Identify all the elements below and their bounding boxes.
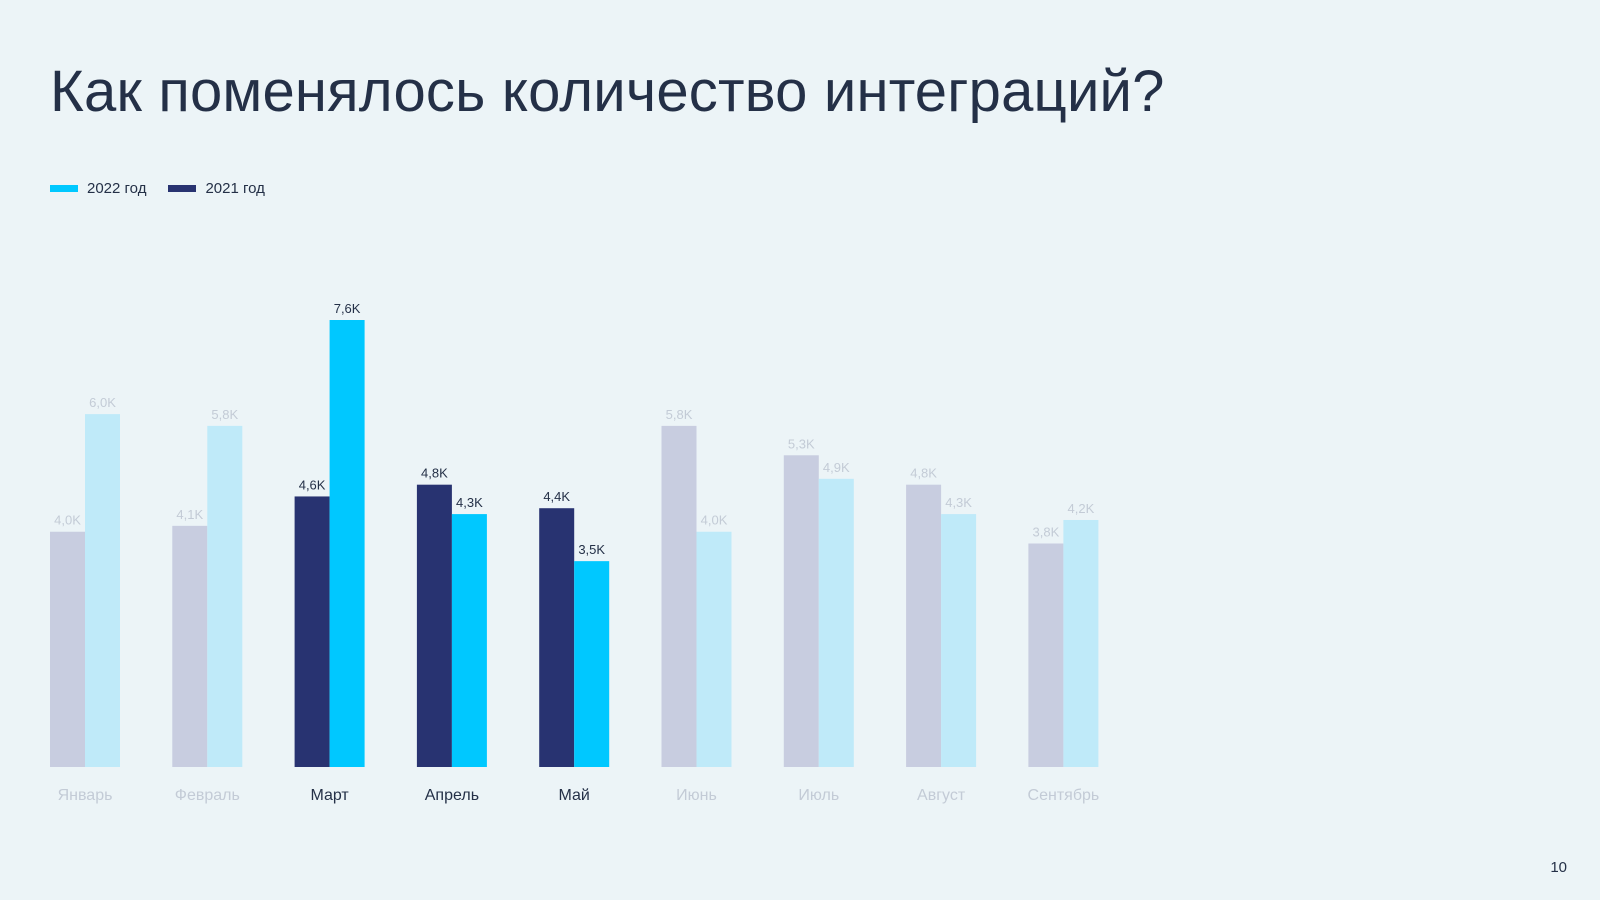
category-label-5: Июнь [676, 787, 717, 804]
category-label-4: Май [559, 787, 590, 804]
data-label-2022-8: 4,2K [1068, 501, 1095, 516]
legend-item-2021: 2021 год [168, 180, 265, 197]
category-label-6: Июль [798, 787, 839, 804]
data-label-2022-7: 4,3K [945, 495, 972, 510]
bar-2022-6 [818, 478, 854, 767]
bar-2021-6 [783, 455, 819, 767]
bar-2021-2 [294, 496, 330, 767]
data-label-2021-1: 4,1K [176, 507, 203, 522]
data-label-2022-3: 4,3K [456, 495, 483, 510]
bar-2021-8 [1028, 543, 1064, 767]
bar-2022-7 [941, 514, 977, 767]
category-label-8: Сентябрь [1028, 787, 1100, 804]
category-label-7: Август [917, 787, 966, 804]
data-label-2021-0: 4,0K [54, 513, 81, 528]
category-label-1: Февраль [175, 787, 240, 804]
data-label-2022-6: 4,9K [823, 460, 850, 475]
legend-swatch-2022 [50, 185, 78, 192]
data-label-2021-2: 4,6K [299, 477, 326, 492]
legend-item-2022: 2022 год [50, 180, 146, 197]
data-label-2022-1: 5,8K [211, 407, 238, 422]
bar-2022-8 [1063, 519, 1099, 767]
legend-label-2022: 2022 год [87, 180, 147, 197]
chart-legend: 2022 год 2021 год [50, 180, 287, 197]
bar-2022-4 [574, 561, 610, 767]
bar-2021-3 [416, 484, 452, 767]
category-label-3: Апрель [425, 787, 479, 804]
data-label-2021-7: 4,8K [910, 466, 937, 481]
data-label-2021-5: 5,8K [666, 407, 693, 422]
data-label-2022-2: 7,6K [334, 301, 361, 316]
page-number: 10 [1550, 859, 1567, 876]
data-label-2021-6: 5,3K [788, 436, 815, 451]
bar-2021-5 [661, 425, 697, 767]
data-label-2022-0: 6,0K [89, 395, 116, 410]
data-label-2021-3: 4,8K [421, 466, 448, 481]
page-title: Как поменялось количество интеграций? [50, 59, 1165, 124]
data-label-2021-4: 4,4K [543, 489, 570, 504]
bar-2022-0 [85, 414, 120, 767]
bar-2022-5 [696, 531, 732, 767]
category-label-0: Январь [58, 787, 113, 804]
bar-2021-1 [172, 525, 208, 767]
category-label-2: Март [310, 787, 349, 804]
legend-label-2021: 2021 год [205, 180, 265, 197]
bar-2021-7 [906, 484, 942, 767]
bar-2021-0 [50, 531, 85, 767]
bar-2022-3 [451, 514, 487, 767]
bar-2022-1 [207, 425, 243, 767]
bar-2022-2 [329, 320, 365, 767]
legend-swatch-2021 [168, 185, 197, 192]
bar-2021-4 [539, 508, 575, 767]
data-label-2022-4: 3,5K [578, 542, 605, 557]
data-label-2022-5: 4,0K [701, 513, 728, 528]
data-label-2021-8: 3,8K [1033, 525, 1060, 540]
